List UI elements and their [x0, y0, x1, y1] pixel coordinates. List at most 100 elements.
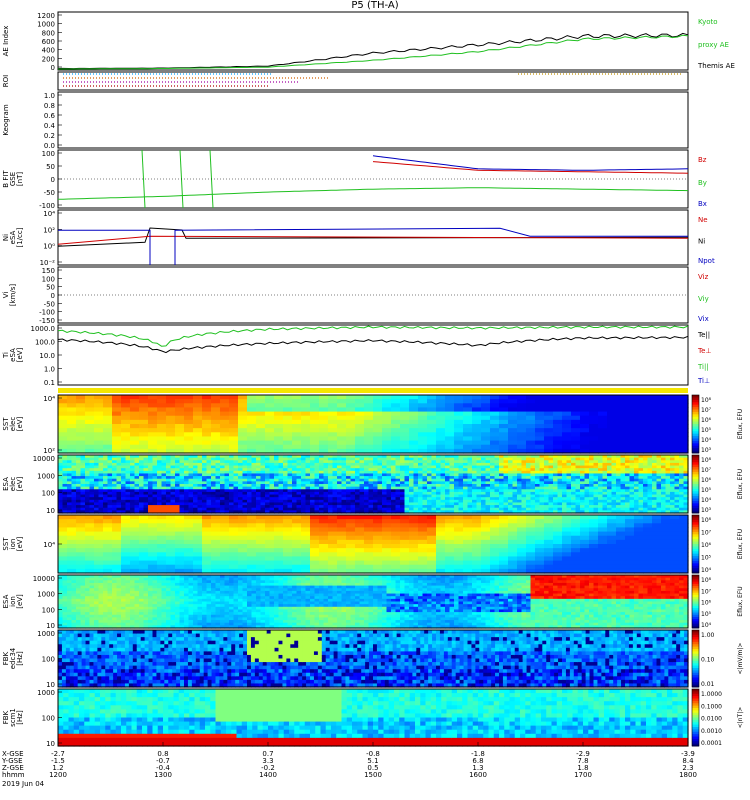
panel-ylabel: ion: [9, 539, 17, 550]
ytick-label: 10000: [33, 455, 55, 463]
colorbar-tick: 10⁴: [701, 567, 712, 574]
x-axis-value: 1500: [364, 771, 382, 779]
colorbar-fbk_e: 1.00 0.10 0.01 <|mV/m|>: [691, 629, 744, 688]
ytick-label: 10²: [43, 226, 55, 234]
legend-entry: By: [698, 179, 707, 187]
panel-sst_i: SST ion [eV] 10⁴ 10⁸ 10⁷ 10⁶ 10⁵ 10⁴ Eflux, EFU: [2, 514, 744, 574]
ytick-label: 0: [51, 176, 55, 184]
panel-sst_e: SST elec [eV] 10⁴ 10² 10⁸ 10⁷ 10⁶ 10⁵ 10⁴ 10³ Eflux…: [2, 394, 744, 455]
x-axis-value: -1.5: [51, 757, 65, 765]
panel-ylabel: FBK: [2, 651, 10, 665]
panel-ylabel: Keogram: [2, 104, 10, 135]
legend-entry: Ti||: [697, 363, 709, 371]
ytick-label: 1200: [37, 12, 55, 20]
x-axis-value: 6.8: [472, 757, 483, 765]
panel-ylabel: elec: [9, 477, 17, 492]
quality-flag-bar: [58, 388, 688, 393]
density-ne-line: [57, 235, 689, 245]
ytick-label: 100: [42, 275, 55, 283]
ytick-label: 1000: [37, 591, 55, 599]
ytick-label: 1.0: [44, 366, 55, 374]
ytick-label: 100: [42, 656, 55, 664]
plot-title: P5 (TH-A): [351, 0, 399, 11]
x-axis-value: 0.8: [157, 750, 168, 758]
ytick-label: 10: [46, 681, 55, 689]
panel-esa_e: ESA elec [eV] 10000 1000 100 10 10⁸ 10⁷ 10⁶ 10⁵ 10⁴…: [2, 454, 744, 515]
colorbar-tick: 10⁶: [701, 417, 712, 424]
spectrogram-sst_i: [58, 515, 689, 574]
x-axis-value: -2.7: [51, 750, 65, 758]
colorbar-esa_i: 10⁸ 10⁷ 10⁶ 10⁵ 10⁴ Eflux, EFU: [691, 574, 744, 629]
panel-ylabel: ESA: [2, 594, 10, 608]
colorbar-tick: 0.10: [701, 657, 715, 664]
panel-ylabel: SST: [2, 417, 10, 431]
x-axis-value: 2.3: [682, 764, 693, 772]
ytick-label: 0: [51, 292, 55, 300]
x-axis-value: 1300: [154, 771, 172, 779]
colorbar-tick: 1.0000: [701, 691, 722, 698]
ytick-label: 0.4: [44, 122, 56, 130]
legend-entry: Te⊥: [697, 347, 712, 355]
ytick-label: -100: [39, 309, 55, 317]
colorbar-tick: 10⁸: [701, 577, 712, 584]
ytick-label: 10²: [43, 447, 55, 455]
x-axis-value: -0.4: [156, 764, 170, 772]
ytick-label: 10⁰: [43, 243, 55, 251]
colorbar-tick: 10⁷: [701, 467, 712, 474]
ytick-label: 10000: [33, 575, 55, 583]
colorbar-label: Eflux, EFU: [737, 529, 744, 559]
date-label: 2019 Jun 04: [2, 780, 45, 788]
temperature-ti-line: [57, 325, 689, 347]
panel-fbk_e: FBK edc34 [Hz] 1000 100 10 1.00 0.10 0.01 <|mV/m|…: [2, 629, 744, 689]
panel-ylabel: elec: [9, 417, 17, 432]
panel-esa_i: ESA ion [eV] 10000 1000 100 10 10⁸ 10⁷ 10⁶ 10⁵ 10⁴ E…: [2, 574, 744, 630]
colorbar-tick: 10⁴: [701, 437, 712, 444]
ytick-label: -50: [44, 300, 55, 308]
ytick-label: 10⁴: [43, 395, 55, 403]
ytick-label: 50: [46, 163, 55, 171]
panel-ylabel: eSA: [9, 230, 17, 244]
colorbar-tick: 10⁶: [701, 542, 712, 549]
panel-ylabel: SST: [2, 537, 10, 551]
colorbar-tick: 10⁷: [701, 588, 712, 595]
ytick-label: 0: [51, 64, 55, 72]
colorbar-tick: 10⁸: [701, 457, 712, 464]
colorbar-label: Eflux, EFU: [737, 586, 744, 616]
panel-ylabel: ROI: [2, 75, 10, 87]
ytick-label: 400: [42, 47, 55, 55]
panel-ylabel: GSE: [9, 172, 17, 186]
x-axis-value: -0.8: [366, 750, 380, 758]
ytick-label: 800: [42, 29, 55, 37]
panel-ylabel: [1/cc]: [16, 227, 24, 247]
ytick-label: 1000.0: [31, 325, 56, 333]
colorbar-tick: 10⁴: [701, 497, 712, 504]
ytick-label: -150: [39, 317, 55, 325]
spectrogram-fbk_b: [58, 689, 689, 747]
panel-ylabel: Ti: [2, 352, 10, 359]
ytick-label: 100: [42, 490, 55, 498]
x-axis-value: 8.4: [682, 757, 694, 765]
colorbar-tick: 10⁵: [701, 427, 712, 434]
legend-entry: Viz: [698, 273, 709, 281]
legend-entry: Kyoto: [698, 18, 718, 26]
ytick-label: 1000: [37, 21, 55, 29]
panel-ylabel: [eV]: [16, 347, 24, 362]
legend-entry: Bx: [698, 200, 707, 208]
legend-entry: Ti⊥: [697, 377, 710, 385]
bfield-spike: [141, 149, 146, 209]
panel-ylabel: AE Index: [2, 26, 10, 57]
legend-entry: proxy AE: [698, 41, 729, 49]
ytick-label: 10.0: [39, 352, 55, 360]
colorbar-sst_i: 10⁸ 10⁷ 10⁶ 10⁵ 10⁴ Eflux, EFU: [691, 514, 744, 574]
ytick-label: 0.2: [44, 132, 55, 140]
spectrogram-esa_i: [58, 575, 689, 629]
ytick-label: 50: [46, 284, 55, 292]
colorbar-tick: 0.0010: [701, 728, 722, 735]
x-axis-value: 1700: [574, 771, 592, 779]
panel-ylabel: [eV]: [16, 416, 24, 431]
panel-bfield: B FIT GSE [nT] 100 50 0 -50 -100 Bz By Bx: [2, 149, 707, 210]
colorbar-tick: 10⁴: [701, 622, 712, 629]
